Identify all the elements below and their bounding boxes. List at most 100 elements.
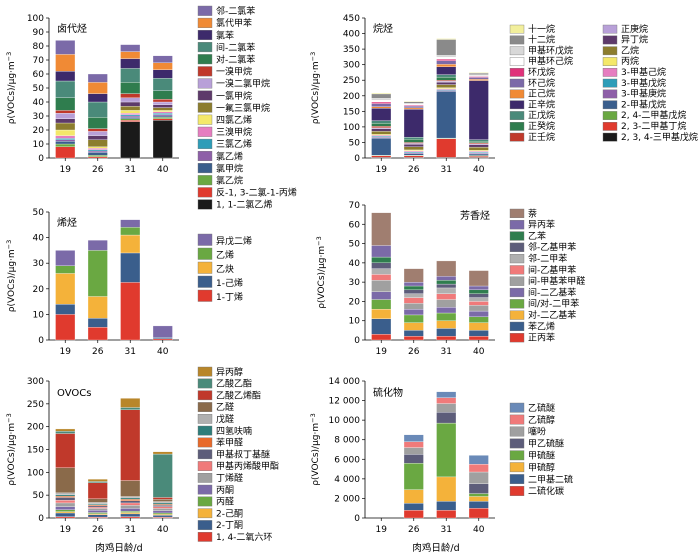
x-tick-label: 26 [92,347,104,357]
bar-segment [403,109,424,138]
legend-swatch [602,89,618,99]
legend-label: 丙酮 [216,485,234,496]
y-tick-label: 0 [354,336,360,346]
legend-label: 一氟三氯甲烷 [216,102,270,114]
bar-segment [436,64,457,67]
bar-segment [152,120,173,159]
y-tick-label: 40 [33,234,45,244]
bar-segment [152,111,173,114]
x-tick-label: 26 [408,525,420,535]
bar-segment [55,467,76,494]
legend-swatch [509,287,525,298]
bar-segment [87,512,108,515]
x-tick-label: 31 [441,525,452,535]
legend-label: 3-甲基庚烷 [621,88,666,100]
panel-title: 硫化物 [373,386,403,399]
bar-segment [468,139,489,142]
bar-segment [87,93,108,103]
legend-label: 正辛烷 [528,98,555,110]
bar-segment [371,103,392,107]
legend-swatch [509,333,525,343]
legend-label: 2, 4-二甲基戊烷 [621,109,686,121]
bar-segment [120,113,141,115]
bar-segment [468,305,489,312]
bar-segment [120,499,141,501]
bar-segment [55,273,76,305]
legend-swatch [197,54,213,65]
y-tick-label: 10 [33,140,45,150]
x-tick-label: 26 [92,165,104,175]
bar-segment [87,149,108,152]
bar-segment [436,476,457,502]
y-tick-label: 90 [33,28,45,38]
x-tick-label: 40 [473,165,485,175]
bar-segment [436,510,457,519]
bar-segment [436,391,457,398]
bar-segment [468,316,489,323]
y-tick-label: 250 [343,76,360,86]
bar-segment [436,91,457,139]
y-axis-label-exponent: −3 [5,52,13,62]
bar-segment [436,312,457,321]
bar-segment [468,483,489,494]
bar-segment [403,107,424,110]
bar-segment [87,479,108,482]
bar-segment [55,146,76,159]
legend-label: 间-二乙基苯 [528,286,576,298]
legend-swatch [197,496,213,507]
bar-segment [55,139,76,142]
legend-swatch [197,126,213,137]
bar-segment [436,276,457,281]
chart-panel-5: 0 50 100 150 200 250 300 ρ(VOCs)/μg·m−3 19 26 31 40… [5,366,279,543]
legend-label: 异戊二烯 [216,235,252,247]
bar-segment [87,131,108,136]
bar-segment [436,138,457,158]
bar-segment [371,280,392,292]
legend-label: 苯乙烯 [528,320,555,332]
bar-segment [87,240,108,251]
bar-segment [436,66,457,75]
bar-segment [371,101,392,104]
legend-label: 正壬烷 [528,131,555,143]
x-tick-label: 40 [157,347,169,357]
legend-swatch [509,438,525,449]
legend-label: 四氢呋喃 [216,425,252,437]
bar-segment [152,453,173,498]
bar-segment [371,123,392,127]
bar-segment [436,422,457,478]
bar-segment [120,219,141,228]
legend-swatch [509,100,525,110]
legend-swatch [197,461,213,471]
legend-label: 对-二氯苯 [216,54,255,66]
legend-label: 氯甲烷 [216,162,243,174]
bar-segment [152,69,173,79]
y-axis-label-exponent: −3 [315,236,323,246]
bar-segment [152,499,173,502]
bar-segment [120,110,141,114]
y-tick-label: 14 000 [329,377,361,387]
legend-label: 戊醛 [216,413,234,425]
bar-segment [87,101,108,118]
bar-segment [468,455,489,465]
x-tick-label: 31 [441,165,452,175]
legend-swatch [509,265,525,275]
y-tick-label: 80 [33,42,45,52]
bar-segment [371,98,392,101]
bar-segment [403,322,424,331]
bar-segment [403,314,424,323]
legend-swatch [197,150,213,161]
bar-segment [120,512,141,515]
bar-segment [87,508,108,511]
bar-segment [55,304,76,315]
bar-segment [120,101,141,107]
legend-label: 氯乙烷 [216,175,243,187]
bar-segment [403,144,424,147]
bar-segment [87,139,108,147]
bar-segment [403,454,424,464]
y-tick-label: 50 [33,84,45,94]
bar-segment [87,250,108,297]
legend-label: 乙硫醚 [528,402,555,414]
bar-segment [55,122,76,131]
legend-label: 正庚烷 [621,23,648,35]
bar-segment [371,120,392,124]
